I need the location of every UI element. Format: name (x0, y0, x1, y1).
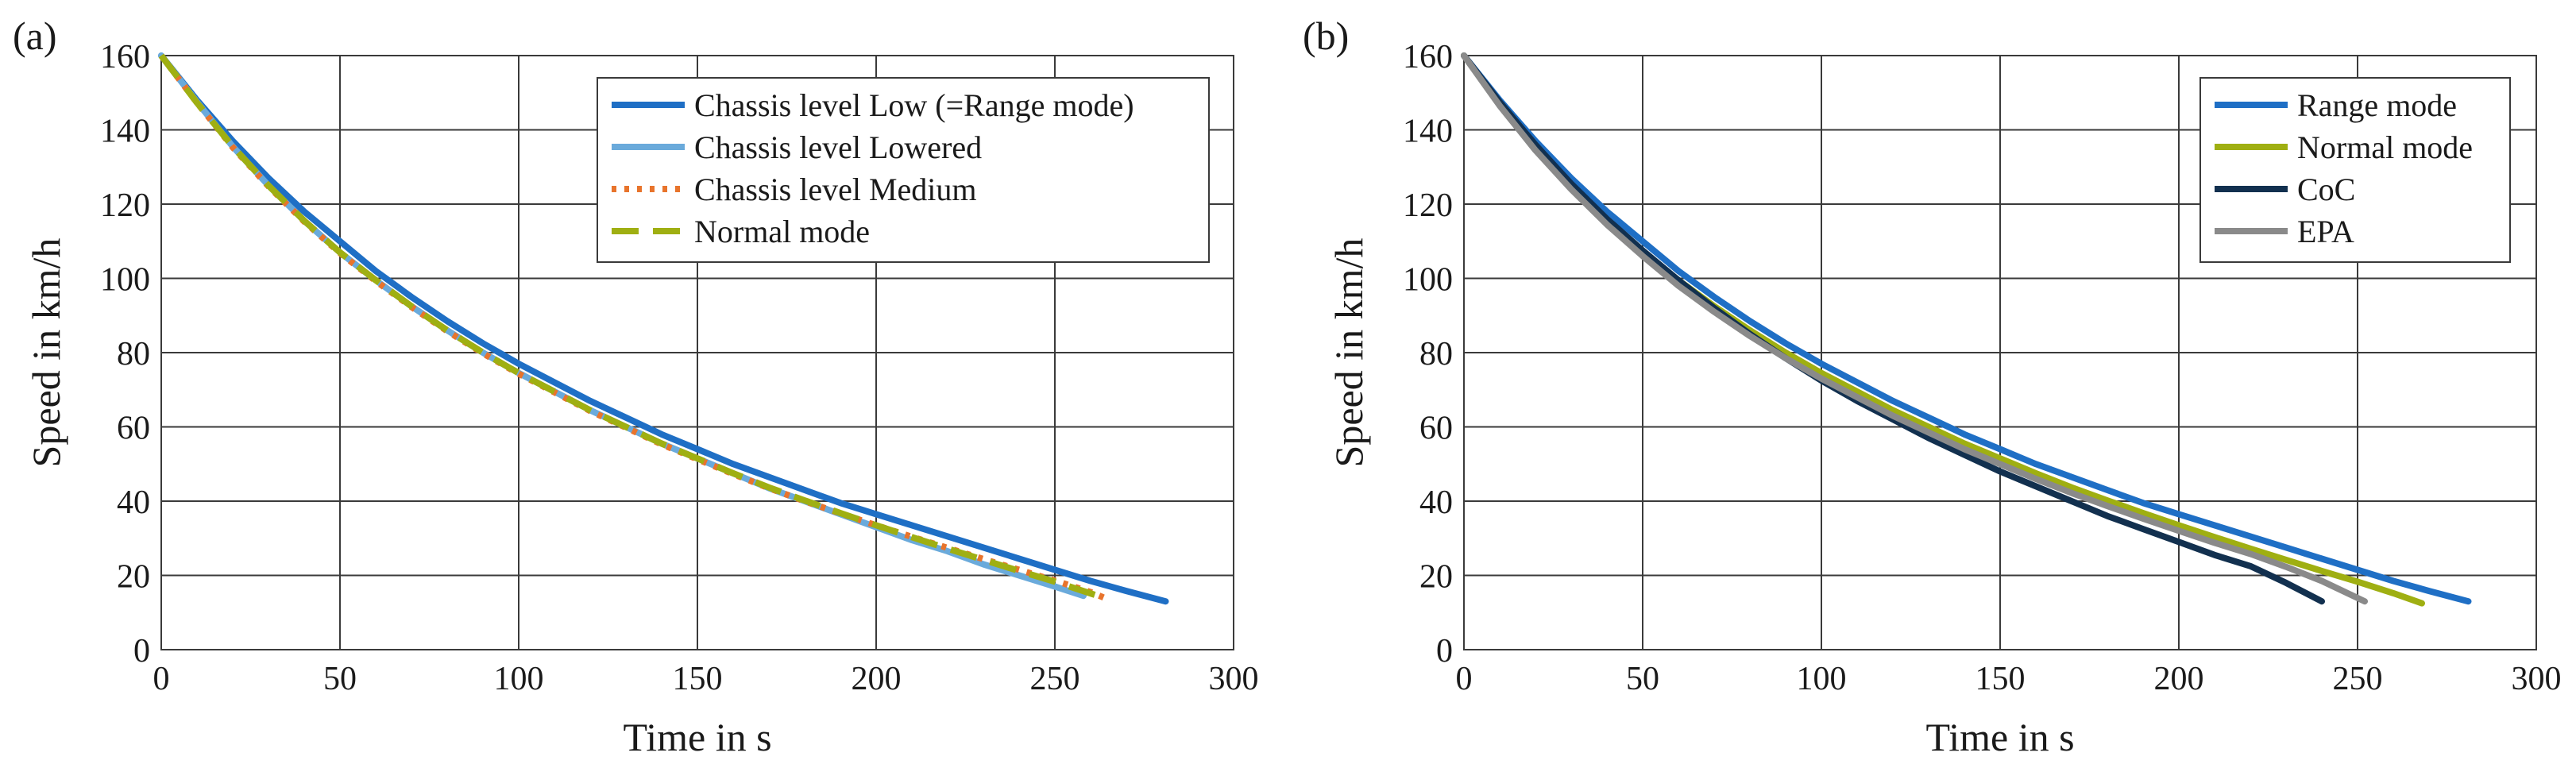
y-tick-label: 60 (117, 411, 150, 447)
x-tick-label: 100 (1797, 661, 1847, 697)
x-tick-label: 300 (1209, 661, 1259, 697)
plot-frame (160, 55, 1234, 650)
x-tick-label: 150 (1975, 661, 2026, 697)
x-tick-label: 200 (2154, 661, 2204, 697)
y-tick-label: 140 (1403, 114, 1453, 150)
legend-label: Normal mode (2297, 129, 2473, 165)
y-tick-label: 160 (1403, 39, 1453, 75)
y-tick-label: 120 (100, 187, 150, 224)
legend-label: EPA (2297, 214, 2354, 249)
y-tick-label: 0 (1436, 633, 1453, 670)
x-tick-label: 0 (153, 661, 170, 697)
legend-label: CoC (2297, 172, 2355, 207)
x-tick-label: 250 (2333, 661, 2383, 697)
y-tick-label: 60 (1419, 411, 1453, 447)
y-tick-label: 160 (100, 39, 150, 75)
x-tick-label: 200 (852, 661, 902, 697)
y-tick-label: 20 (1419, 559, 1453, 596)
y-axis-title: Speed in km/h (1327, 238, 1371, 468)
legend: Chassis level Low (=Range mode) Chassis l… (597, 77, 1210, 263)
x-axis-title: Time in s (1925, 715, 2074, 759)
legend: Range mode Normal mode CoC EPA (2199, 77, 2511, 263)
y-tick-label: 120 (1403, 187, 1453, 224)
series-line-4 (158, 53, 1099, 599)
legend-label: Chassis level Medium (694, 172, 977, 207)
y-tick-label: 100 (1403, 262, 1453, 299)
legend-label: Chassis level Low (=Range mode) (694, 87, 1134, 123)
y-tick-label: 0 (133, 633, 150, 670)
legend-label: Normal mode (694, 214, 870, 249)
x-tick-label: 0 (1456, 661, 1473, 697)
legend-box (597, 77, 1210, 263)
y-tick-label: 140 (100, 114, 150, 150)
x-tick-label: 50 (1626, 661, 1659, 697)
series-line-1 (1461, 52, 2472, 605)
series-line-4 (1461, 52, 2368, 605)
legend-label: Chassis level Lowered (694, 129, 982, 165)
y-tick-label: 80 (117, 336, 150, 372)
x-tick-label: 150 (673, 661, 723, 697)
chart-panel-1: (a) 0 50 100 150 200 250 300 0 20 40 60 80 100 120 140 1… (13, 14, 1259, 759)
legend-label: Range mode (2297, 87, 2457, 123)
chart-panel-2: (b) 0 50 100 150 200 250 300 0 20 40 60 80 100 120 140 1… (1303, 14, 2562, 759)
y-tick-label: 20 (117, 559, 150, 596)
x-tick-label: 250 (1030, 661, 1080, 697)
y-tick-label: 100 (100, 262, 150, 299)
panel-label: (b) (1303, 14, 1349, 58)
panel-label: (a) (13, 14, 57, 58)
x-tick-label: 300 (2512, 661, 2562, 697)
x-axis-title: Time in s (623, 715, 771, 759)
y-tick-label: 40 (117, 484, 150, 521)
x-tick-label: 100 (494, 661, 544, 697)
y-axis-title: Speed in km/h (24, 238, 68, 468)
series-line-1 (158, 52, 1169, 605)
series-line-3 (1461, 52, 2325, 605)
y-tick-label: 80 (1419, 336, 1453, 372)
x-tick-label: 50 (323, 661, 357, 697)
plot-frame (1463, 55, 2537, 650)
y-tick-label: 40 (1419, 484, 1453, 521)
